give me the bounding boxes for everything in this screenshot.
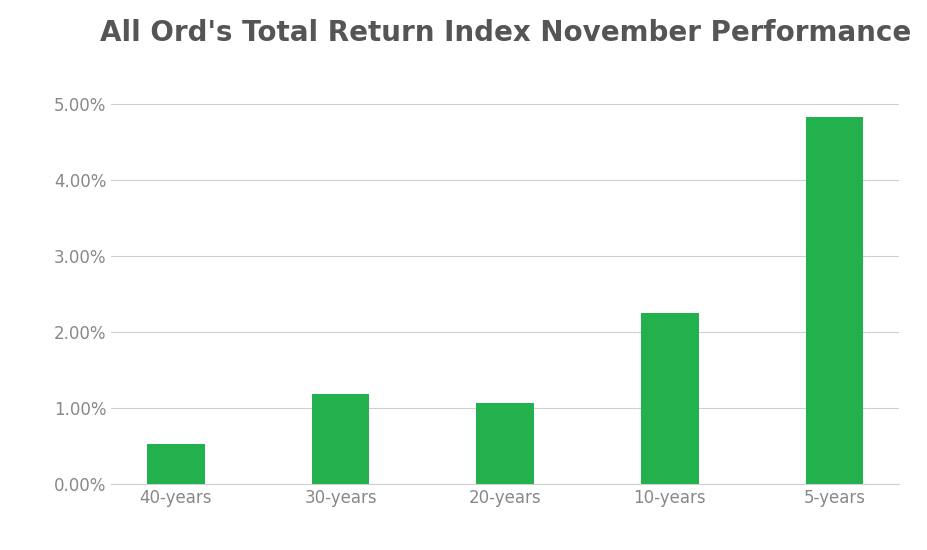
Title: All Ord's Total Return Index November Performance: All Ord's Total Return Index November Pe… xyxy=(99,19,911,47)
Bar xyxy=(147,444,205,484)
Bar xyxy=(806,117,863,484)
Bar xyxy=(641,313,699,484)
Bar xyxy=(476,404,534,484)
Bar xyxy=(311,394,369,484)
